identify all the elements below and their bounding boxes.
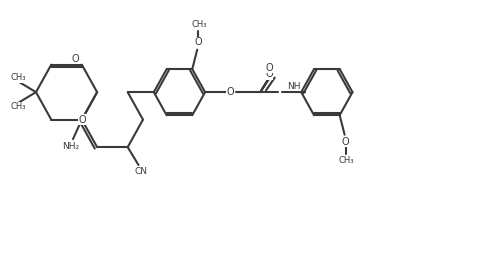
Text: NH₂: NH₂	[63, 142, 79, 151]
Text: CN: CN	[135, 167, 148, 176]
Text: O: O	[194, 37, 202, 47]
Text: CH₃: CH₃	[10, 73, 26, 82]
Text: O: O	[71, 54, 79, 63]
Text: O: O	[265, 62, 273, 73]
Text: CH₃: CH₃	[10, 102, 26, 111]
Text: CH₃: CH₃	[191, 19, 207, 29]
Text: O: O	[342, 137, 350, 147]
Text: NH: NH	[287, 81, 301, 91]
Text: O: O	[78, 115, 86, 125]
Text: O: O	[227, 87, 235, 97]
Text: CH₃: CH₃	[339, 156, 354, 165]
Text: O: O	[265, 69, 273, 79]
